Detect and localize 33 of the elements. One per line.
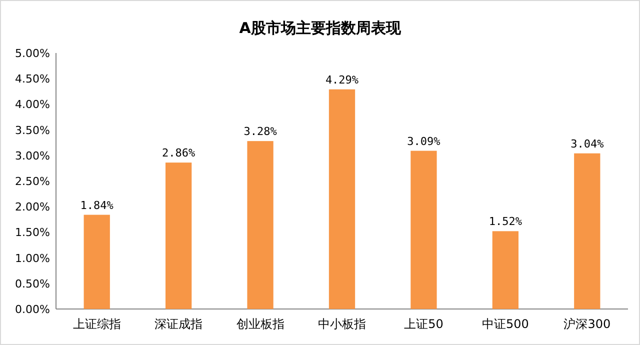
y-tick-label: 1.00%	[15, 252, 50, 265]
bar	[165, 162, 192, 309]
bar	[410, 150, 437, 309]
data-label: 3.28%	[244, 125, 278, 138]
bar	[574, 153, 600, 309]
y-tick-label: 1.50%	[15, 226, 50, 240]
x-tick-label: 沪深300	[564, 317, 611, 331]
x-tick-label: 深证成指	[154, 317, 203, 331]
bar	[492, 231, 519, 309]
y-tick-label: 3.50%	[15, 124, 50, 137]
data-label: 3.04%	[570, 137, 604, 150]
data-label: 1.84%	[80, 198, 114, 212]
chart-title: A股市场主要指数周表现	[239, 19, 402, 37]
y-tick-label: 4.00%	[15, 98, 50, 112]
x-tick-label: 上证综指	[72, 317, 121, 331]
bar	[84, 214, 110, 309]
x-tick-label: 上证50	[404, 317, 444, 331]
y-tick-label: 3.00%	[15, 149, 50, 162]
y-tick-label: 0.00%	[15, 303, 50, 316]
y-tick-label: 4.50%	[15, 72, 50, 86]
x-tick-label: 创业板指	[236, 317, 284, 331]
data-label: 2.86%	[162, 146, 196, 160]
data-label: 1.52%	[488, 215, 522, 228]
bar	[247, 141, 274, 309]
x-tick-label: 中证500	[482, 317, 529, 331]
data-label: 3.09%	[407, 134, 441, 148]
y-tick-label: 2.50%	[15, 175, 50, 188]
y-tick-label: 2.00%	[15, 200, 50, 214]
x-tick-label: 中小板指	[318, 317, 366, 331]
y-tick-label: 5.00%	[15, 47, 50, 60]
y-tick-label: 0.50%	[15, 277, 50, 290]
bar	[328, 89, 356, 309]
data-label: 4.29%	[325, 73, 359, 86]
